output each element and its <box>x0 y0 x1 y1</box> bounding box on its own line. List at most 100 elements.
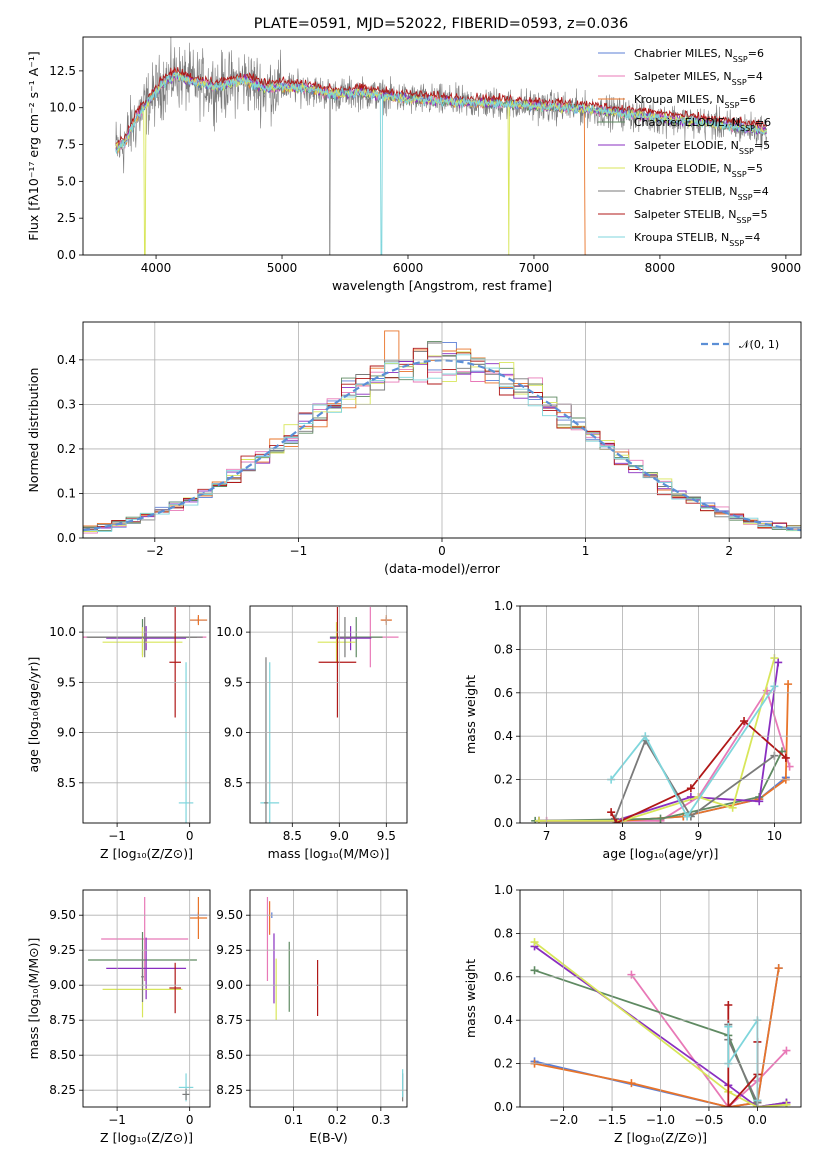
errorbar-point <box>169 607 181 718</box>
y-tick-label: 9.5 <box>57 675 76 689</box>
errorbar-point <box>189 615 208 626</box>
plot-area <box>531 654 794 823</box>
errorbar-point <box>86 617 203 658</box>
x-tick-label: −1.0 <box>646 1113 675 1127</box>
y-tick-label: 10.0 <box>49 625 76 639</box>
y-tick-label: 8.50 <box>216 1048 243 1062</box>
x-tick-label: −2.0 <box>549 1113 578 1127</box>
legend-entry: Chabrier ELODIE, NSSP=6 <box>634 116 771 133</box>
errorbar-point <box>106 626 187 651</box>
point-marker <box>782 1046 791 1055</box>
y-tick-label: 1.0 <box>494 883 513 897</box>
x-tick-label: 0.1 <box>284 1113 303 1127</box>
spectrum-line-kroupa_stelib <box>115 72 767 255</box>
y-tick-label: 0.4 <box>57 353 76 367</box>
series-line-salpeter_elodie <box>539 662 780 822</box>
axes-frame <box>82 605 211 824</box>
x-tick-label: −1 <box>290 544 308 558</box>
series-line-chabrier_elodie <box>535 750 783 822</box>
axes-age_vs_Z: −1 0 8.5 9.0 9.5 10.0 Z [log₁₀(Z/Z⊙)] age [log₁… <box>26 605 211 861</box>
y-tick-label: 0.8 <box>494 642 513 656</box>
point-marker <box>781 753 790 762</box>
y-tick-label: 2.5 <box>57 211 76 225</box>
x-axis-label: Z [log₁₀(Z/Z⊙)] <box>100 846 193 861</box>
axes-frame <box>249 605 408 824</box>
point-marker <box>724 1103 733 1107</box>
point-marker <box>612 819 621 823</box>
x-tick-label: −1 <box>108 1113 126 1127</box>
y-tick-label: 0.2 <box>57 442 76 456</box>
point-marker <box>534 816 543 823</box>
legend-entry: Salpeter MILES, NSSP=4 <box>634 70 763 87</box>
axes-age_vs_mass: 8.5 9.0 9.5 8.5 9.0 9.5 10.0 mass [log₁₀(M/M⊙)] <box>216 605 408 861</box>
y-tick-label: 10.0 <box>49 101 76 115</box>
x-tick-label: 0 <box>186 829 194 843</box>
errorbar-point <box>335 617 355 658</box>
x-tick-label: 0.2 <box>328 1113 347 1127</box>
y-tick-label: 0.6 <box>494 686 513 700</box>
point-marker <box>683 812 692 821</box>
y-tick-label: 0.4 <box>494 1013 513 1027</box>
x-tick-label: −0.5 <box>694 1113 723 1127</box>
y-axis-label: Normed distribution <box>26 368 41 493</box>
y-tick-label: 8.5 <box>224 776 243 790</box>
x-tick-label: 8000 <box>645 261 676 275</box>
y-tick-label: 8.50 <box>49 1048 76 1062</box>
y-tick-label: 0.6 <box>494 970 513 984</box>
y-axis-label: mass weight <box>463 675 478 754</box>
point-marker <box>755 797 764 806</box>
y-tick-label: 0.2 <box>494 773 513 787</box>
y-tick-label: 9.0 <box>224 726 243 740</box>
errorbar-point <box>102 627 183 658</box>
y-tick-label: 10.0 <box>216 625 243 639</box>
plots-container: 4000 5000 6000 7000 8000 90000.02.55.07.510.0… <box>26 36 802 1145</box>
legend-entry: Kroupa ELODIE, NSSP=5 <box>634 162 763 179</box>
x-tick-label: 7 <box>543 829 551 843</box>
legend-entry: Kroupa STELIB, NSSP=4 <box>634 231 760 248</box>
axes-spectrum: 4000 5000 6000 7000 8000 9000 0.0 2.5 5.0 7.5 10.0… <box>26 36 802 293</box>
x-tick-label: 10 <box>767 829 782 843</box>
point-marker <box>740 717 749 726</box>
x-tick-label: 2 <box>725 544 733 558</box>
y-tick-label: 5.0 <box>57 174 76 188</box>
y-tick-label: 9.00 <box>216 978 243 992</box>
point-marker <box>656 814 665 823</box>
y-tick-label: 0.0 <box>57 531 76 545</box>
axes-frame <box>519 889 802 1108</box>
y-tick-label: 8.5 <box>57 776 76 790</box>
point-marker <box>728 803 737 812</box>
y-tick-label: 9.00 <box>49 978 76 992</box>
errorbar-point <box>101 897 189 981</box>
x-tick-label: 0.0 <box>748 1113 767 1127</box>
errorbar-point <box>317 622 356 663</box>
x-tick-label: 9000 <box>771 261 802 275</box>
point-marker <box>627 970 636 979</box>
x-axis-label: mass [log₁₀(M/M⊙)] <box>268 846 390 861</box>
axes-mass_vs_ebv: 0.1 0.2 0.3 8.25 8.50 8.75 9.00 9.25 9.50 E(B-V) <box>216 889 408 1145</box>
legend-entry: Chabrier STELIB, NSSP=4 <box>634 185 769 202</box>
x-tick-label: 9.0 <box>330 829 349 843</box>
x-axis-label: Z [log₁₀(Z/Z⊙)] <box>614 1130 707 1145</box>
y-axis-label: mass weight <box>463 959 478 1038</box>
errorbar-point <box>169 962 181 1014</box>
figure-title: PLATE=0591, MJD=52022, FIBERID=0593, z=0… <box>254 16 628 32</box>
y-tick-label: 0.0 <box>494 1100 513 1114</box>
y-tick-label: 9.0 <box>57 726 76 740</box>
x-axis-label: wavelength [Angstrom, rest frame] <box>332 278 552 293</box>
point-marker <box>724 1001 733 1010</box>
point-marker <box>686 784 695 793</box>
y-tick-label: 1.0 <box>494 599 513 613</box>
point-marker <box>607 808 616 817</box>
plot-area <box>530 938 791 1107</box>
y-tick-label: 9.5 <box>224 675 243 689</box>
plot-area <box>260 607 399 823</box>
x-tick-label: 0.3 <box>371 1113 390 1127</box>
errorbar-point <box>182 1088 190 1100</box>
axes-mass_vs_Z: −1 0 8.25 8.50 8.75 9.00 9.25 9.50 Z [log₁₀(Z/Z⊙… <box>26 889 211 1145</box>
errorbar-point <box>178 662 194 823</box>
errorbar-point <box>260 662 280 823</box>
legend-entry: Chabrier MILES, NSSP=6 <box>634 47 764 64</box>
y-tick-label: 9.50 <box>216 908 243 922</box>
series-line-kroupa_miles <box>534 967 780 1107</box>
